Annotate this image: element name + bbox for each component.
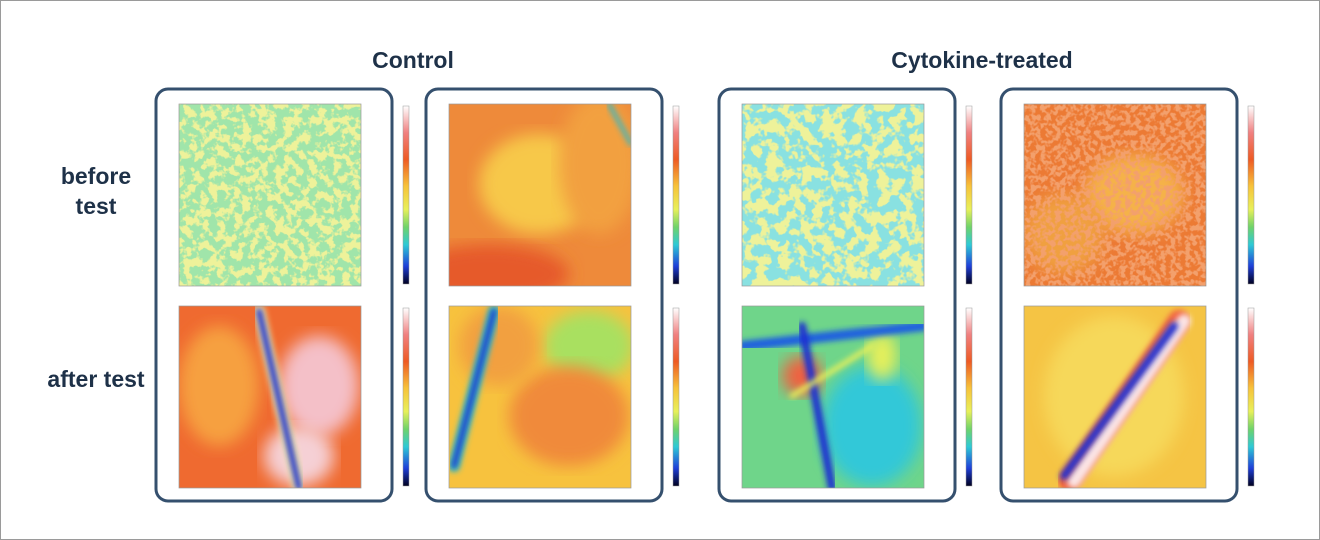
surface-map bbox=[449, 306, 634, 488]
row-label: after test bbox=[41, 364, 151, 394]
row-label: before test bbox=[41, 161, 151, 221]
map-blob bbox=[867, 331, 897, 381]
surface-map bbox=[179, 306, 361, 488]
group-title: Control bbox=[263, 45, 563, 75]
figure-panels bbox=[1, 1, 1319, 539]
colorbar bbox=[403, 106, 409, 284]
map-blob bbox=[179, 326, 259, 446]
surface-map bbox=[1024, 104, 1206, 286]
surface-map bbox=[1024, 306, 1206, 488]
colorbar bbox=[403, 308, 409, 486]
surface-map bbox=[179, 104, 361, 286]
group-title: Cytokine-treated bbox=[832, 45, 1132, 75]
map-blob bbox=[822, 366, 922, 486]
map-blob bbox=[459, 306, 539, 386]
colorbar bbox=[966, 106, 972, 284]
map-texture bbox=[1024, 104, 1206, 286]
map-blob bbox=[559, 94, 639, 234]
surface-map bbox=[742, 104, 924, 286]
map-blob bbox=[509, 366, 629, 466]
colorbar bbox=[966, 308, 972, 486]
map-blob bbox=[409, 244, 569, 304]
map-blob bbox=[279, 336, 359, 436]
colorbar bbox=[673, 106, 679, 284]
colorbar bbox=[1248, 106, 1254, 284]
colorbar bbox=[1248, 308, 1254, 486]
surface-map bbox=[742, 306, 924, 488]
map-texture bbox=[742, 104, 924, 286]
figure: Control Cytokine-treated before test aft… bbox=[0, 0, 1320, 540]
colorbar bbox=[673, 308, 679, 486]
map-texture bbox=[179, 104, 361, 286]
surface-map bbox=[409, 94, 639, 304]
